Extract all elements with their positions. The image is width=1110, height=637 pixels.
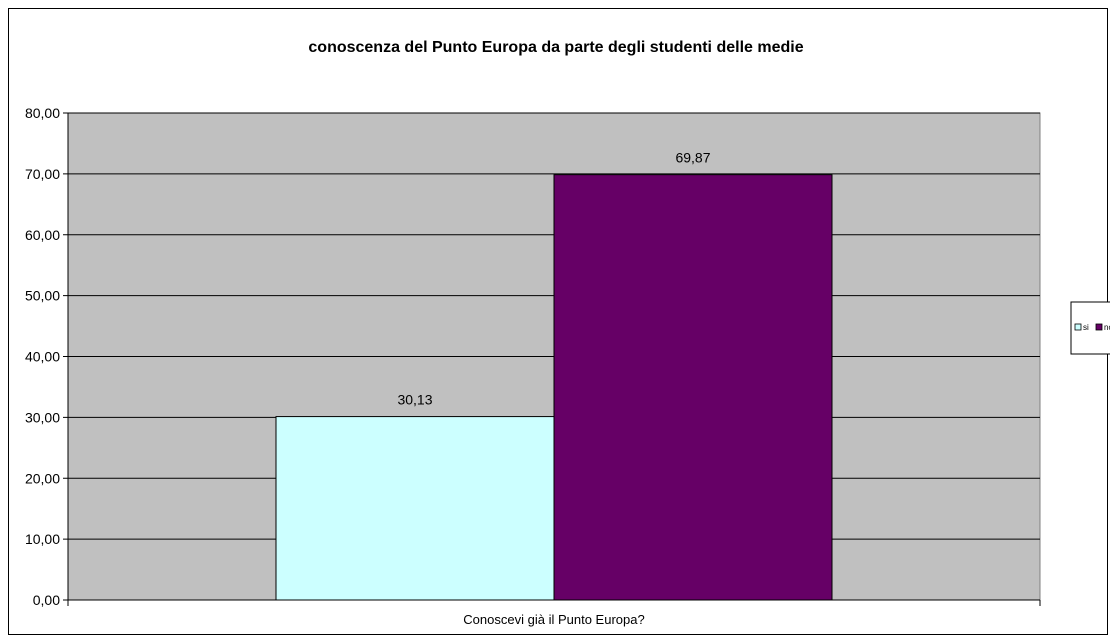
chart-title: conoscenza del Punto Europa da parte deg… (308, 39, 803, 56)
legend-label-si: si (1083, 323, 1089, 332)
bar-si (275, 416, 555, 601)
data-label-no: 69,87 (675, 150, 710, 166)
y-tick-label: 0,00 (33, 592, 60, 608)
y-tick-label: 20,00 (25, 470, 60, 486)
y-tick-label: 50,00 (25, 288, 60, 304)
y-tick-label: 40,00 (25, 349, 60, 365)
data-label-si: 30,13 (397, 392, 432, 408)
y-tick-label: 10,00 (25, 531, 60, 547)
legend-swatch-no (1095, 323, 1103, 331)
legend-swatch-si (1074, 323, 1082, 331)
legend-label-no: no (1104, 323, 1110, 332)
y-tick-label: 60,00 (25, 227, 60, 243)
y-tick-label: 30,00 (25, 409, 60, 425)
y-tick-label: 80,00 (25, 105, 60, 121)
y-tick-label: 70,00 (25, 166, 60, 182)
bar-no (553, 174, 833, 601)
x-category-label: Conoscevi già il Punto Europa? (463, 612, 644, 627)
